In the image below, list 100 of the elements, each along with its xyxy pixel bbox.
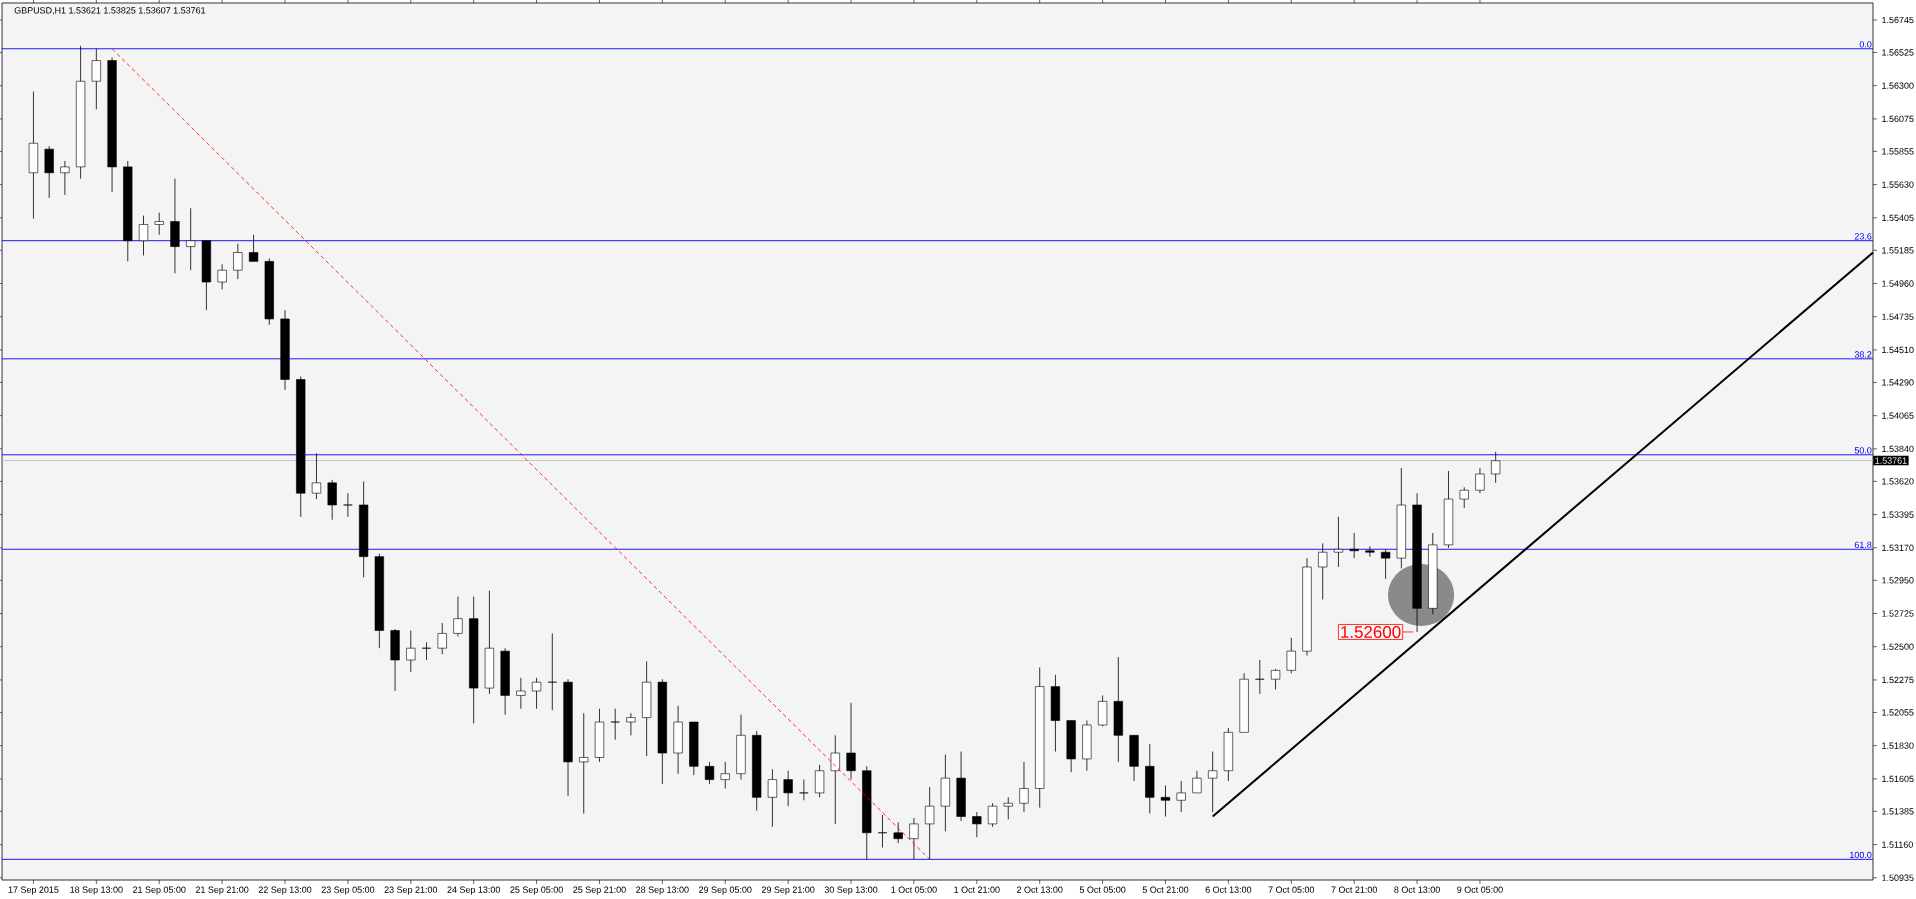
candlestick bbox=[311, 452, 322, 500]
x-tick-label: 23 Sep 21:00 bbox=[384, 886, 438, 895]
x-tick-label: 25 Sep 21:00 bbox=[573, 886, 626, 895]
annotation: 38.2 bbox=[1854, 351, 1872, 358]
x-tick-label: 21 Sep 21:00 bbox=[195, 886, 249, 895]
annotation: 23.6 bbox=[1854, 233, 1872, 240]
candlestick bbox=[327, 479, 337, 521]
candlestick bbox=[437, 622, 447, 655]
candlestick bbox=[720, 761, 730, 789]
candlestick bbox=[248, 234, 259, 262]
candlestick bbox=[877, 814, 888, 848]
candlestick bbox=[799, 779, 809, 801]
candlestick bbox=[1349, 532, 1359, 559]
candlestick bbox=[1003, 796, 1013, 820]
ref-line-label: 1.53761 bbox=[1875, 457, 1907, 464]
candlestick bbox=[783, 770, 793, 807]
x-tick-label: 8 Oct 13:00 bbox=[1394, 886, 1440, 893]
y-tick-label: 1.54960 bbox=[1882, 280, 1914, 287]
candlestick bbox=[453, 596, 463, 637]
x-tick-label: 29 Sep 05:00 bbox=[699, 886, 752, 895]
y-tick-label: 1.51605 bbox=[1882, 775, 1914, 783]
candlestick bbox=[531, 677, 542, 710]
x-tick-label: 9 Oct 05:00 bbox=[1457, 886, 1503, 893]
annotation: 50.0 bbox=[1854, 447, 1872, 454]
candlestick bbox=[893, 822, 903, 844]
candlestick bbox=[767, 768, 778, 828]
y-tick-label: 1.56525 bbox=[1882, 49, 1914, 56]
y-tick-label: 1.52055 bbox=[1882, 709, 1914, 716]
candlestick bbox=[830, 734, 840, 825]
x-tick-label: 6 Oct 13:00 bbox=[1205, 886, 1252, 893]
candlestick bbox=[343, 492, 353, 518]
y-tick-label: 1.51385 bbox=[1882, 808, 1914, 815]
candlestick bbox=[154, 212, 164, 236]
x-tick-label: 1 Oct 05:00 bbox=[891, 886, 937, 893]
x-tick-label: 2 Oct 13:00 bbox=[1016, 886, 1063, 893]
x-tick-label: 28 Sep 13:00 bbox=[636, 886, 689, 895]
y-tick-label: 1.55185 bbox=[1882, 247, 1914, 254]
y-tick-label: 1.52275 bbox=[1882, 676, 1914, 684]
y-tick-label: 1.55855 bbox=[1882, 148, 1914, 155]
y-tick-label: 1.54510 bbox=[1882, 346, 1914, 354]
candlestick bbox=[138, 215, 149, 256]
y-tick-label: 1.53620 bbox=[1882, 478, 1914, 485]
y-tick-label: 1.51830 bbox=[1882, 742, 1914, 749]
candlestick bbox=[909, 817, 919, 860]
candlestick bbox=[1475, 467, 1485, 494]
candlestick bbox=[1459, 486, 1469, 509]
x-tick-label: 25 Sep 05:00 bbox=[510, 886, 563, 895]
y-tick-label: 1.56075 bbox=[1882, 115, 1914, 123]
chart-title: GBPUSD,H1 1.53621 1.53825 1.53607 1.53761 bbox=[14, 7, 206, 15]
candlestick bbox=[60, 160, 70, 196]
x-tick-label: 17 Sep 2015 bbox=[8, 886, 59, 895]
x-tick-label: 1 Oct 21:00 bbox=[954, 886, 1000, 893]
candlestick bbox=[1208, 751, 1218, 813]
candlestick bbox=[987, 802, 998, 828]
candlestick bbox=[1192, 770, 1202, 794]
candlestick bbox=[1318, 542, 1328, 600]
candlestick bbox=[1491, 451, 1501, 484]
x-tick-label: 29 Sep 21:00 bbox=[761, 886, 815, 895]
y-tick-label: 1.52500 bbox=[1882, 643, 1914, 650]
y-tick-label: 1.56300 bbox=[1882, 82, 1914, 89]
y-tick-label: 1.55630 bbox=[1882, 181, 1914, 188]
candlestick bbox=[1160, 785, 1171, 817]
x-tick-label: 5 Oct 05:00 bbox=[1079, 886, 1126, 893]
y-tick-label: 1.53840 bbox=[1882, 445, 1914, 453]
x-tick-label: 23 Sep 05:00 bbox=[321, 886, 375, 895]
candlestick bbox=[846, 702, 856, 780]
x-tick-label: 7 Oct 05:00 bbox=[1268, 886, 1315, 893]
candlestick bbox=[217, 263, 227, 290]
candlestick bbox=[1176, 780, 1186, 813]
annotation: 61.8 bbox=[1854, 541, 1872, 549]
x-tick-label: 5 Oct 21:00 bbox=[1142, 886, 1189, 893]
x-tick-label: 7 Oct 21:00 bbox=[1331, 886, 1377, 893]
candlestick bbox=[626, 712, 636, 736]
candlestick bbox=[972, 811, 982, 838]
y-tick-label: 1.56745 bbox=[1882, 16, 1914, 24]
x-tick-label: 24 Sep 13:00 bbox=[447, 886, 500, 895]
candlestick bbox=[421, 641, 432, 661]
candlestick bbox=[1097, 695, 1108, 727]
candlestick bbox=[516, 677, 526, 710]
candlestick bbox=[1270, 668, 1281, 690]
annotation: 0.0 bbox=[1859, 41, 1872, 48]
candlestick bbox=[1333, 516, 1344, 568]
y-tick-label: 1.55405 bbox=[1882, 214, 1914, 221]
candlestick bbox=[91, 48, 101, 110]
y-tick-label: 1.51160 bbox=[1882, 841, 1913, 848]
y-tick-label: 1.52950 bbox=[1882, 577, 1914, 584]
y-tick-label: 1.53170 bbox=[1882, 544, 1914, 551]
candlestick bbox=[44, 145, 54, 199]
y-tick-label: 1.50935 bbox=[1882, 874, 1914, 881]
candlestick bbox=[186, 207, 196, 271]
candlestick bbox=[233, 243, 243, 280]
y-tick-label: 1.54290 bbox=[1882, 379, 1914, 386]
candlestick bbox=[406, 630, 416, 673]
x-tick-label: 22 Sep 13:00 bbox=[258, 886, 312, 895]
candlestick bbox=[1019, 761, 1029, 813]
y-tick-label: 1.53395 bbox=[1882, 511, 1914, 518]
y-tick-label: 1.54065 bbox=[1882, 412, 1914, 419]
candlestick bbox=[547, 633, 557, 711]
x-tick-label: 30 Sep 13:00 bbox=[824, 886, 878, 895]
candlestick bbox=[610, 708, 620, 741]
